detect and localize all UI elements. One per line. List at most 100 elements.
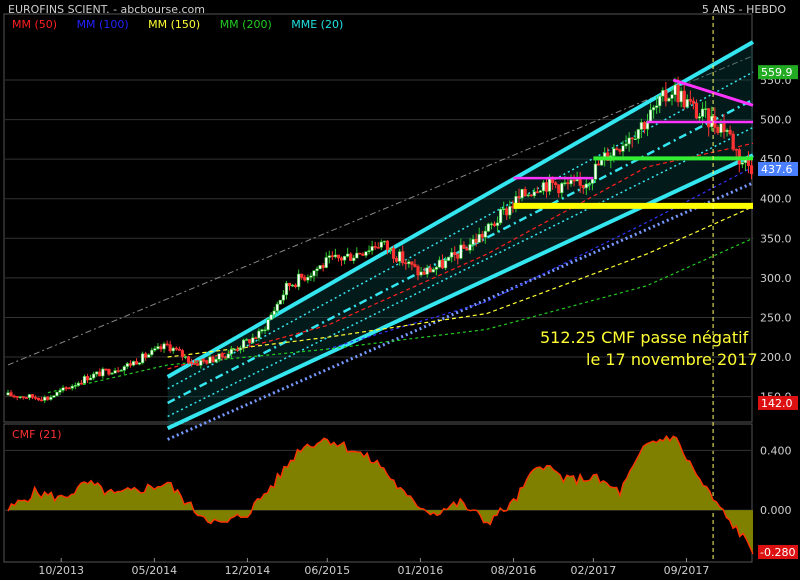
candle-body (76, 382, 80, 386)
candle-body (391, 247, 396, 259)
descending-resistance-line (672, 78, 754, 107)
candle-body (263, 329, 267, 331)
candle-body (447, 256, 451, 261)
candle-body (156, 346, 160, 349)
cmf-tick-label: 0.000 (760, 504, 792, 517)
candle-body (82, 376, 87, 384)
candle-body (578, 179, 582, 186)
chart-period: 5 ANS - HEBDO (701, 3, 786, 16)
candle-body (636, 129, 640, 139)
candle-body (673, 84, 677, 96)
candle-body (144, 353, 148, 358)
candle-body (474, 238, 478, 243)
cmf-marker-label: -0.280 (760, 546, 795, 559)
legend-mm50: MM (50) (12, 18, 58, 31)
candle-body (110, 372, 114, 375)
candle-body (260, 329, 264, 332)
candle-body (318, 265, 322, 270)
candle-body (462, 244, 466, 249)
candle-body (434, 266, 438, 270)
candle-body (125, 363, 129, 367)
legend: MM (50) MM (100) MM (150) MM (200) MME (… (12, 18, 359, 31)
moving-average-line (167, 206, 754, 358)
price-marker-box (758, 65, 798, 80)
candle-body (245, 339, 249, 341)
candle-body (523, 189, 527, 197)
moving-average-line (47, 237, 754, 394)
candle-body (456, 254, 460, 259)
price-panel-frame (3, 13, 753, 423)
candle-body (483, 230, 487, 238)
candle-body (502, 208, 506, 211)
candle-body (691, 100, 695, 104)
price-tick-label: 400.0 (760, 193, 792, 206)
candle-body (413, 264, 417, 267)
candle-body (89, 377, 93, 381)
candle-body (728, 129, 732, 135)
candle-body (734, 148, 738, 151)
candle-body (468, 244, 472, 251)
candle-body (205, 360, 209, 364)
candle-body (238, 347, 243, 351)
x-tick-label: 12/2014 (225, 564, 271, 577)
candle-body (627, 137, 631, 145)
candle-body (272, 310, 276, 316)
candle-body (648, 109, 653, 122)
candle-body (477, 234, 481, 243)
price-tick-label: 350.0 (760, 232, 792, 245)
candle-body (471, 238, 475, 245)
candle-body (297, 273, 301, 288)
candle-body (538, 190, 543, 193)
candle-body (370, 246, 374, 251)
candle-body (667, 98, 671, 102)
candle-body (398, 251, 402, 262)
candle-body (505, 208, 509, 216)
candle-body (336, 254, 341, 259)
candle-body (593, 163, 598, 180)
candle-body (575, 179, 579, 182)
candle-body (401, 251, 405, 264)
candle-body (6, 392, 10, 396)
candle-body (526, 194, 530, 197)
candle-body (327, 255, 331, 258)
candle-body (590, 178, 595, 184)
candle-body (12, 395, 16, 398)
candle-body (174, 347, 178, 350)
candle-body (382, 240, 386, 243)
candle-body (572, 179, 576, 182)
candle-body (746, 159, 751, 166)
candle-body (287, 282, 292, 287)
candle-body (85, 376, 90, 381)
candle-body (232, 348, 237, 351)
candle-body (269, 314, 273, 320)
annotation-line-2: le 17 novembre 2017 (586, 350, 758, 369)
candle-body (217, 353, 221, 360)
candle-body (480, 234, 484, 238)
cmf-line (7, 435, 754, 555)
candle-body (229, 349, 233, 355)
candle-body (633, 138, 637, 140)
candle-body (465, 248, 469, 251)
candle-body (202, 360, 206, 362)
candle-body (731, 133, 735, 150)
x-tick-label: 06/2015 (304, 564, 350, 577)
candle-body (554, 182, 558, 186)
candle-body (722, 123, 726, 132)
candle-body (716, 127, 720, 133)
candle-body (596, 163, 601, 166)
price-marker-label: 437.6 (761, 163, 793, 176)
candle-body (52, 395, 56, 398)
candle-body (223, 356, 227, 359)
candle-body (425, 267, 429, 275)
candle-body (98, 371, 102, 377)
x-tick-label: 08/2016 (491, 564, 537, 577)
candle-body (333, 254, 338, 258)
candle-body (290, 284, 295, 287)
candle-body (64, 387, 68, 390)
candle-body (431, 269, 435, 273)
candle-body (373, 246, 377, 248)
price-marker-label: 559.9 (761, 66, 793, 79)
candle-body (46, 396, 50, 400)
candle-body (107, 369, 111, 375)
candle-body (43, 396, 47, 401)
